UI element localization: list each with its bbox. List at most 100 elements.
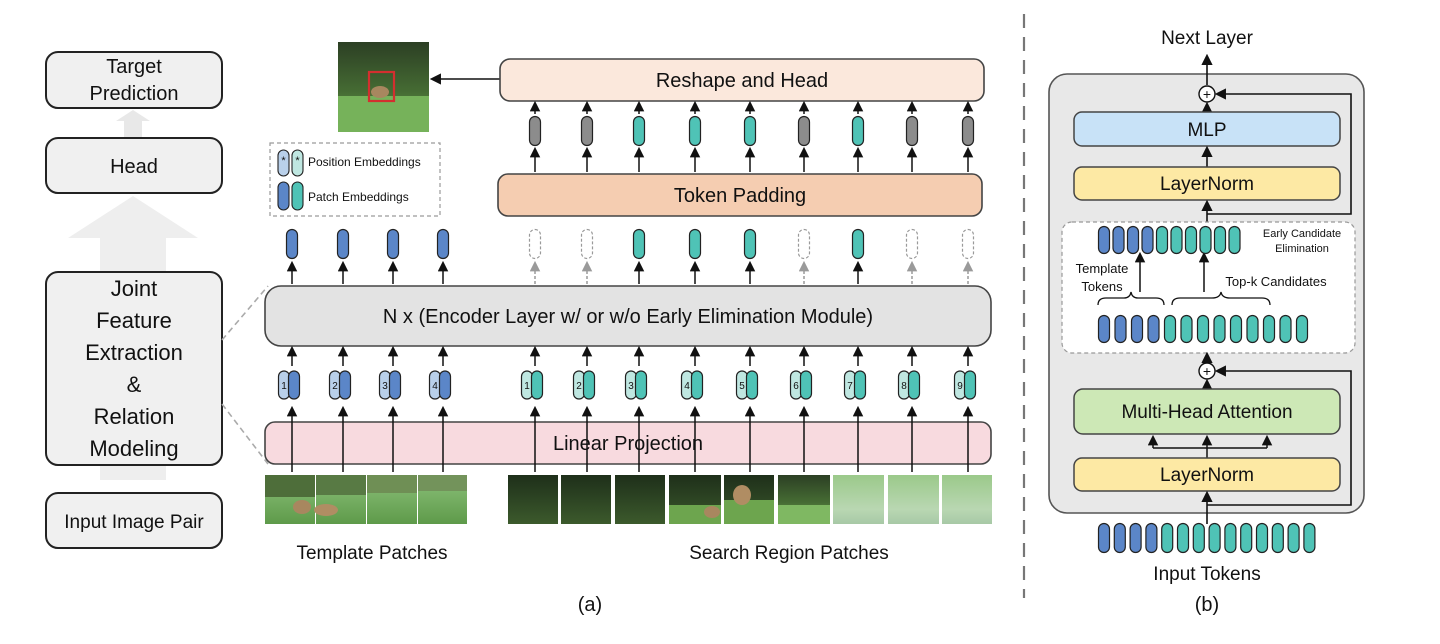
- search-token: [1246, 314, 1259, 344]
- template-token-number: 4: [432, 381, 438, 392]
- target-prediction-line1: Target: [106, 56, 162, 78]
- template-output-token: [386, 228, 400, 260]
- search-patch-token: [907, 370, 921, 400]
- next-layer-label: Next Layer: [1161, 28, 1254, 49]
- elim-output-tokens: [1097, 225, 1241, 255]
- panel-a-token-columns: 1 2 3 4 1 2 3 4 5 6 7 8 9: [277, 100, 977, 472]
- search-token: [1192, 522, 1205, 554]
- search-output-token: [528, 228, 542, 260]
- search-patch-token: [853, 370, 867, 400]
- search-token-number: 9: [957, 381, 963, 392]
- search-token: [1213, 225, 1227, 255]
- search-output-token: [797, 228, 811, 260]
- input-pair-label: Input Image Pair: [64, 512, 204, 533]
- search-token: [1199, 225, 1212, 255]
- search-patches: [508, 475, 992, 524]
- panel-a: Reshape and Head Token Padding * * Posit…: [264, 42, 992, 616]
- search-caption: Search Region Patches: [689, 543, 889, 564]
- search-token: [1161, 522, 1174, 554]
- result-image: [338, 42, 429, 132]
- head-box: [45, 137, 223, 194]
- linear-projection-label: Linear Projection: [553, 433, 703, 455]
- mha-label: Multi-Head Attention: [1121, 402, 1292, 423]
- early-elim-line2: Elimination: [1275, 243, 1329, 255]
- legend-patch-label: Patch Embeddings: [308, 190, 409, 204]
- search-token-number: 6: [793, 381, 799, 392]
- token-padding-box: [497, 173, 983, 217]
- legend-star-1: *: [281, 155, 286, 167]
- template-output-token: [436, 228, 450, 260]
- search-token: [1163, 314, 1177, 344]
- joint-line3: Extraction: [85, 340, 183, 365]
- search-token: [1170, 225, 1183, 255]
- template-token-number: 3: [382, 381, 388, 392]
- search-patch-token: [745, 370, 759, 400]
- search-token: [1295, 314, 1309, 344]
- template-patches: [265, 475, 467, 524]
- template-token: [1097, 225, 1111, 255]
- search-output-token: [580, 228, 594, 260]
- joint-line1: Joint: [111, 276, 157, 301]
- joint-line5: Relation: [94, 404, 175, 429]
- flow-arrow-small: [116, 110, 150, 137]
- search-token: [1155, 225, 1169, 255]
- search-token-number: 7: [847, 381, 853, 392]
- template-token: [1126, 225, 1140, 255]
- template-patch-token: [388, 370, 402, 400]
- left-flow: Target Prediction Head Joint Feature Ext…: [45, 51, 269, 549]
- panel-b: Next Layer + MLP LayerNorm Early Candida…: [1048, 28, 1365, 616]
- padded-token: [851, 115, 865, 147]
- search-token: [1240, 522, 1253, 554]
- search-token-number: 5: [739, 381, 745, 392]
- template-patch-token: [438, 370, 452, 400]
- plus-top: +: [1203, 86, 1211, 102]
- joint-box: [45, 271, 223, 466]
- search-patch-token: [582, 370, 596, 400]
- search-patch-token: [690, 370, 704, 400]
- legend-star-2: *: [295, 155, 300, 167]
- layernorm-bottom-label: LayerNorm: [1160, 465, 1254, 486]
- search-token-number: 2: [576, 381, 582, 392]
- template-patch-token: [338, 370, 352, 400]
- reshape-head-box: [499, 58, 985, 102]
- template-token: [1097, 522, 1111, 554]
- search-token-number: 4: [684, 381, 690, 392]
- search-token: [1287, 522, 1300, 554]
- search-token: [1279, 314, 1292, 344]
- search-patch-token: [799, 370, 813, 400]
- mha-box: [1073, 388, 1341, 435]
- search-token: [1184, 225, 1198, 255]
- padded-token: [528, 115, 542, 147]
- padded-token: [905, 115, 919, 147]
- search-token: [1228, 225, 1241, 255]
- search-patch-token: [530, 370, 544, 400]
- panel-a-caption: (a): [578, 594, 602, 616]
- joint-line6: Modeling: [89, 436, 178, 461]
- template-token: [1141, 225, 1154, 255]
- search-token: [1196, 314, 1210, 344]
- template-tokens-line2: Tokens: [1081, 279, 1123, 294]
- joint-line4: &: [127, 372, 142, 397]
- target-prediction-box: [45, 51, 223, 109]
- search-output-token: [688, 228, 702, 260]
- elim-input-tokens: [1097, 314, 1309, 344]
- template-token: [1145, 522, 1158, 554]
- search-token: [1213, 314, 1226, 344]
- encoder-box: [264, 285, 992, 347]
- search-token: [1262, 314, 1276, 344]
- linear-projection-box: [264, 421, 992, 465]
- embedding-legend: * * Position Embeddings Patch Embeddings: [269, 142, 441, 217]
- reshape-head-label: Reshape and Head: [656, 70, 828, 92]
- topk-brace: [1171, 291, 1271, 306]
- padded-token: [797, 115, 811, 147]
- padded-token: [632, 115, 646, 147]
- head-label: Head: [110, 156, 158, 178]
- topk-label: Top-k Candidates: [1225, 274, 1327, 289]
- panel-b-caption: (b): [1195, 594, 1219, 616]
- template-token: [1112, 225, 1125, 255]
- template-token-number: 1: [281, 381, 287, 392]
- search-token: [1271, 522, 1284, 554]
- layernorm-top-label: LayerNorm: [1160, 174, 1254, 195]
- search-output-token: [961, 228, 975, 260]
